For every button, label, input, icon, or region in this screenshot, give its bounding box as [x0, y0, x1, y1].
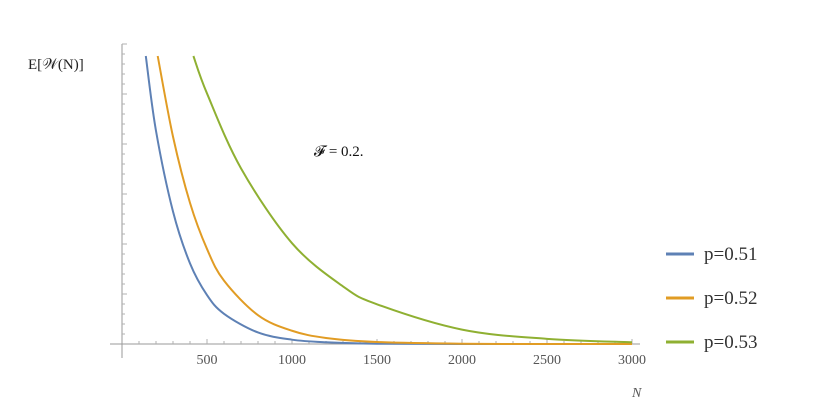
- legend-label: p=0.53: [704, 332, 757, 353]
- annotation-f-value: 𝓕 = 0.2.: [314, 144, 364, 160]
- legend-label: p=0.51: [704, 244, 757, 265]
- y-axis-title: E[𝒲(N)]: [28, 57, 84, 73]
- x-axis-title: N: [631, 386, 642, 401]
- legend-label: p=0.52: [704, 288, 757, 309]
- series-line-p-0-53: [192, 55, 633, 344]
- x-tick-label: 500: [197, 353, 218, 368]
- x-axis-tick-labels: 500 1000 1500 2000 2500 3000: [197, 353, 647, 368]
- x-tick-label: 1500: [363, 353, 391, 368]
- y-axis-minor-ticks: [122, 43, 127, 345]
- series-lines: [144, 55, 633, 346]
- series-line-p-0-51: [144, 55, 633, 346]
- series-line-p-0-52: [156, 55, 633, 346]
- x-tick-label: 3000: [618, 353, 646, 368]
- legend: p=0.51 p=0.52 p=0.53: [666, 244, 757, 353]
- x-tick-label: 2000: [448, 353, 476, 368]
- x-tick-label: 2500: [533, 353, 561, 368]
- x-tick-label: 1000: [278, 353, 306, 368]
